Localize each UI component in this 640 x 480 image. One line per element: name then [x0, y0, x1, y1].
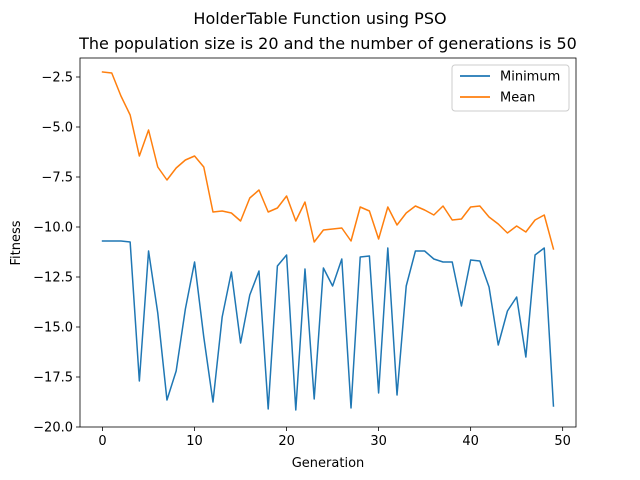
x-tick-label: 10 [186, 434, 203, 449]
y-axis-label: Fitness [9, 220, 24, 265]
x-tick-label: 30 [370, 434, 387, 449]
x-tick-label: 20 [278, 434, 295, 449]
y-tick-label: −15.0 [33, 321, 73, 336]
legend: Minimum Mean [451, 64, 570, 112]
x-tick-label: 40 [462, 434, 479, 449]
axes-frame [79, 57, 577, 428]
y-tick-label: −7.5 [41, 171, 73, 186]
x-tick-label: 0 [98, 434, 106, 449]
series-line-mean [101, 71, 555, 250]
chart-title: HolderTable Function using PSO [193, 9, 446, 28]
y-tick-label: −17.5 [33, 371, 73, 386]
chart-subtitle: The population size is 20 and the number… [78, 34, 577, 53]
y-tick-label: −5.0 [41, 121, 73, 136]
series-line-minimum [101, 240, 555, 411]
legend-label-mean: Mean [500, 91, 535, 106]
plot-area: 0 10 20 30 40 50 −20.0 −17.5 −15.0 −12.5 −10.0 −7.5… [33, 57, 577, 449]
y-tick-label: −2.5 [41, 71, 73, 86]
y-tick-label: −10.0 [33, 221, 73, 236]
y-tick-label: −20.0 [33, 421, 73, 436]
x-tick-label: 50 [554, 434, 571, 449]
legend-label-minimum: Minimum [500, 70, 560, 85]
x-axis-label: Generation [292, 456, 365, 471]
y-tick-label: −12.5 [33, 271, 73, 286]
